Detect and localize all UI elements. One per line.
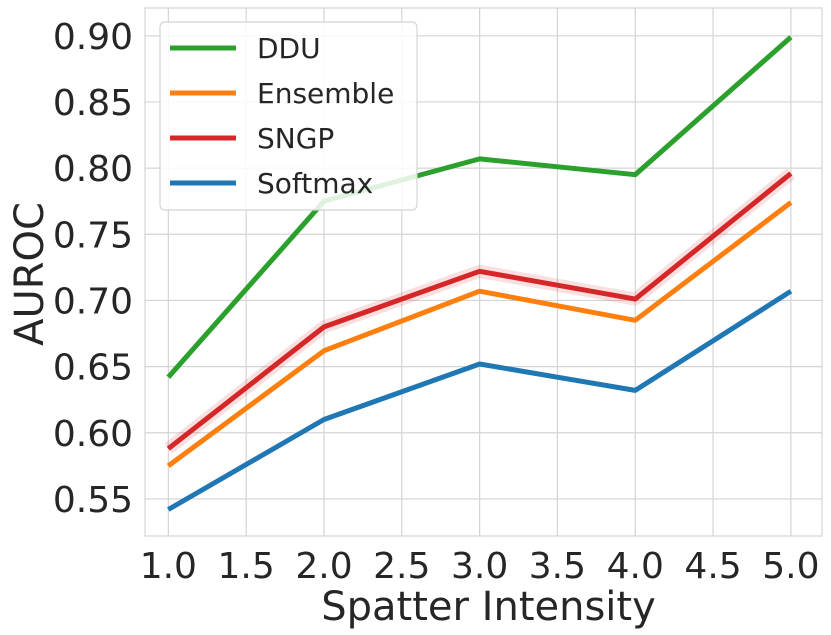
y-tick-label: 0.75	[53, 215, 133, 256]
x-tick-label: 4.5	[684, 546, 741, 587]
x-tick-labels: 1.0 1.5 2.0 2.5 3.0 3.5 4.0 4.5 5.0	[140, 546, 820, 587]
x-tick-label: 3.5	[529, 546, 586, 587]
series-ddu	[166, 35, 793, 379]
y-tick-labels: 0.55 0.60 0.65 0.70 0.75 0.80 0.85 0.90	[53, 17, 133, 521]
y-tick-label: 0.60	[53, 414, 133, 455]
legend-label-ddu: DDU	[257, 32, 321, 65]
legend-label-sngp: SNGP	[257, 122, 334, 155]
series-sngp	[164, 168, 795, 454]
plot-frame	[144, 7, 823, 537]
y-tick-label: 0.90	[53, 17, 133, 58]
x-tick-label: 1.0	[140, 546, 197, 587]
grid	[145, 8, 822, 536]
series-ddu-line	[166, 35, 793, 379]
x-tick-label: 3.0	[451, 546, 508, 587]
y-tick-label: 0.70	[53, 281, 133, 322]
x-tick-label: 4.0	[607, 546, 664, 587]
y-tick-label: 0.65	[53, 348, 133, 389]
legend-box	[159, 21, 418, 211]
series-softmax-line	[167, 289, 793, 512]
legend-label-softmax: Softmax	[257, 167, 373, 200]
x-tick-label: 1.5	[218, 546, 275, 587]
series-ensemble-line	[166, 200, 793, 468]
series-layer	[164, 35, 795, 512]
series-softmax	[167, 289, 793, 512]
x-tick-label: 2.0	[295, 546, 352, 587]
y-tick-label: 0.80	[53, 149, 133, 190]
series-ensemble	[166, 200, 793, 468]
legend: DDU Ensemble SNGP Softmax	[159, 21, 418, 211]
x-axis-title: Spatter Intensity	[321, 584, 656, 630]
y-axis-title: AUROC	[7, 202, 53, 346]
x-tick-label: 2.5	[373, 546, 430, 587]
series-sngp-line	[166, 171, 793, 451]
legend-label-ensemble: Ensemble	[257, 77, 394, 110]
y-tick-label: 0.85	[53, 83, 133, 124]
x-tick-label: 5.0	[762, 546, 819, 587]
y-tick-label: 0.55	[53, 480, 133, 521]
